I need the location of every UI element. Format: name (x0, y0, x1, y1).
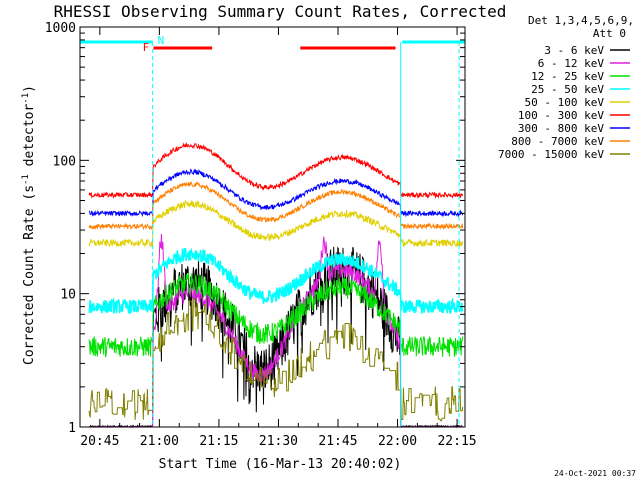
y-tick-label: 1000 (45, 21, 76, 36)
x-tick-label: 21:15 (199, 434, 238, 449)
plot-frame (79, 26, 466, 428)
legend-label-2: 12 - 25 keV (531, 70, 604, 83)
y-axis-label-end: ) (22, 85, 37, 93)
plot-area: NF (80, 34, 465, 429)
legend-label-6: 300 - 800 keV (518, 122, 604, 135)
y-axis-label-mid: detector (22, 104, 37, 175)
x-tick-label: 21:30 (259, 434, 298, 449)
legend-label-5: 100 - 300 keV (518, 109, 604, 122)
legend-label-4: 50 - 100 keV (525, 96, 605, 109)
y-tick-label: 1 (68, 421, 76, 436)
flare-label: F (143, 41, 150, 54)
x-tick-label: 22:15 (437, 434, 476, 449)
x-axis-label: Start Time (16-Mar-13 20:40:02) (159, 457, 402, 472)
legend-label-3: 25 - 50 keV (531, 83, 604, 96)
y-tick-label: 10 (60, 288, 76, 303)
legend-label-7: 800 - 7000 keV (511, 135, 604, 148)
axes: 20:45 21:00 21:15 21:30 21:45 22:00 22:15 1 10 10… (45, 21, 477, 449)
legend-label-0: 3 - 6 keV (544, 44, 604, 57)
x-tick-label: 21:45 (318, 434, 357, 449)
legend-header-1: Det 1,3,4,5,6,9, (528, 14, 634, 27)
y-axis-label-sup2: -1 (21, 93, 31, 104)
y-axis-label: Corrected Count Rate (s-1 detector-1) (21, 85, 37, 365)
legend-label-1: 6 - 12 keV (538, 57, 605, 70)
x-tick-label: 21:00 (140, 434, 179, 449)
legend-label-8: 7000 - 15000 keV (498, 148, 604, 161)
chart-title: RHESSI Observing Summary Count Rates, Co… (54, 2, 507, 21)
x-tick-label: 20:45 (80, 434, 119, 449)
night-label: N (158, 34, 165, 47)
x-tick-label: 22:00 (378, 434, 417, 449)
y-axis-label-base: Corrected Count Rate (s (22, 185, 37, 365)
legend-header-2: Att 0 (593, 27, 626, 40)
timestamp: 24-Oct-2021 00:37 (554, 469, 636, 478)
y-axis-label-sup1: -1 (21, 174, 31, 185)
y-tick-label: 100 (53, 154, 76, 169)
